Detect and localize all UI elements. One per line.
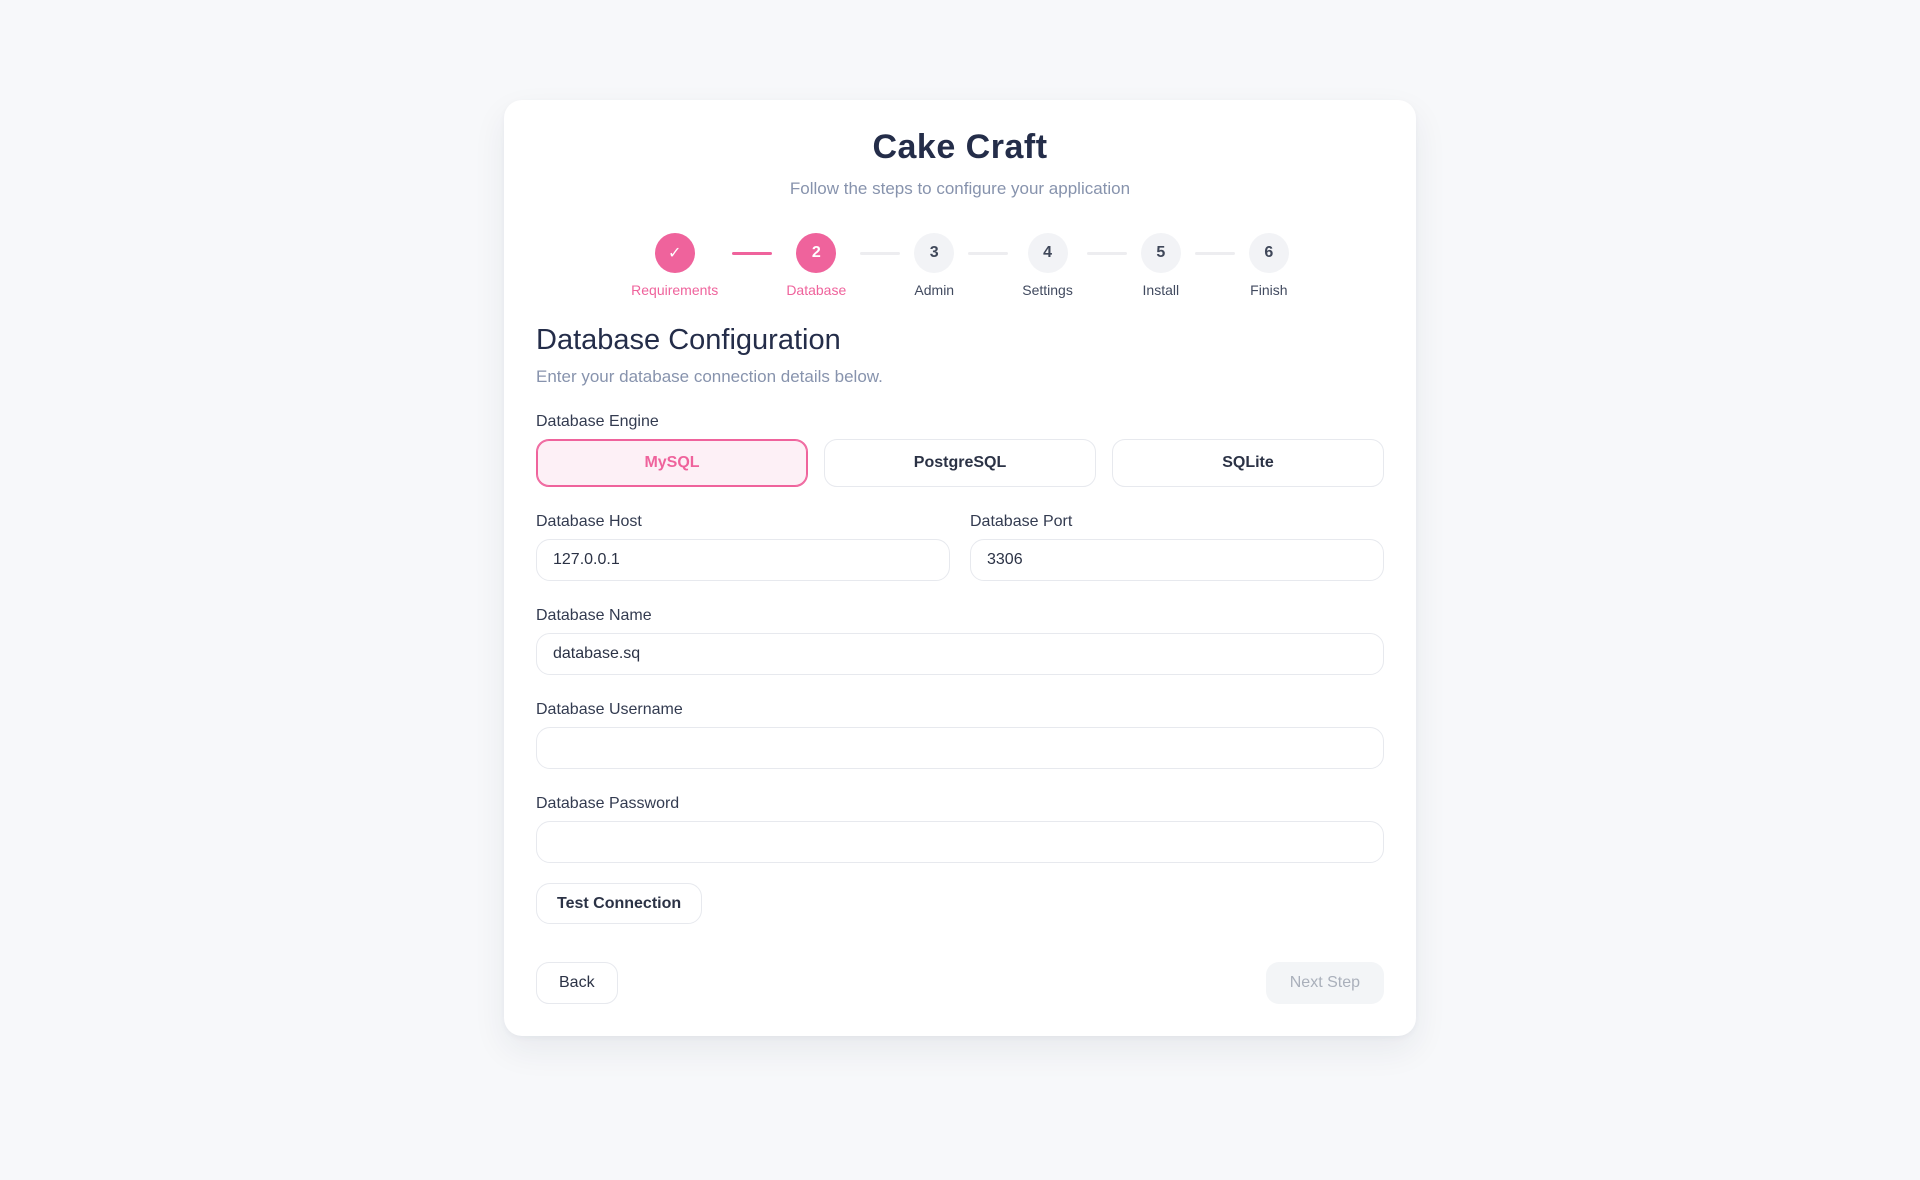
step-label: Install (1142, 282, 1180, 298)
step-label: Admin (914, 282, 955, 298)
stepper: ✓ Requirements 2 Database 3 Admin 4 Sett… (536, 233, 1384, 298)
step-label: Database (786, 282, 847, 298)
step-database[interactable]: 2 Database (786, 233, 846, 298)
engine-options: MySQL PostgreSQL SQLite (536, 439, 1384, 487)
database-username-input[interactable] (536, 727, 1384, 769)
step-circle: 4 (1027, 233, 1068, 273)
step-connector (1086, 252, 1127, 255)
check-icon: ✓ (668, 245, 682, 262)
section-title: Database Configuration (536, 324, 841, 356)
step-circle: 3 (914, 233, 955, 273)
engine-sqlite-button[interactable]: SQLite (1112, 439, 1384, 487)
app-title: Cake Craft (872, 128, 1048, 166)
step-connector (860, 252, 901, 255)
database-password-field: Database Password (536, 795, 1384, 863)
test-connection-button[interactable]: Test Connection (536, 883, 703, 924)
database-port-label: Database Port (970, 513, 1073, 530)
setup-wizard-card: Cake Craft Follow the steps to configure… (504, 100, 1416, 1036)
database-name-label: Database Name (536, 607, 652, 624)
wizard-footer: Back Next Step (536, 962, 1384, 1004)
database-name-input[interactable] (536, 633, 1384, 675)
database-engine-field: Database Engine MySQL PostgreSQL SQLite (536, 413, 1384, 487)
database-host-field: Database Host (536, 513, 950, 581)
step-install[interactable]: 5 Install (1140, 233, 1181, 298)
step-settings[interactable]: 4 Settings (1022, 233, 1073, 298)
database-password-input[interactable] (536, 821, 1384, 863)
database-host-input[interactable] (536, 539, 950, 581)
step-connector (1194, 252, 1235, 255)
next-step-button[interactable]: Next Step (1265, 962, 1384, 1004)
step-finish[interactable]: 6 Finish (1248, 233, 1289, 298)
engine-postgresql-button[interactable]: PostgreSQL (824, 439, 1096, 487)
step-connector-active (732, 252, 773, 255)
database-port-field: Database Port (970, 513, 1384, 581)
step-label: Settings (1022, 282, 1073, 298)
step-connector (968, 252, 1009, 255)
step-circle-complete: ✓ (654, 233, 695, 273)
app-subtitle: Follow the steps to configure your appli… (789, 179, 1131, 198)
section-subtitle: Enter your database connection details b… (536, 367, 883, 386)
database-username-field: Database Username (536, 701, 1384, 769)
database-engine-label: Database Engine (536, 413, 659, 430)
step-requirements[interactable]: ✓ Requirements (631, 233, 718, 298)
step-admin[interactable]: 3 Admin (914, 233, 955, 298)
database-name-field: Database Name (536, 607, 1384, 675)
back-button[interactable]: Back (536, 962, 618, 1004)
step-circle-active: 2 (796, 233, 837, 273)
step-circle: 6 (1248, 233, 1289, 273)
step-label: Finish (1250, 282, 1288, 298)
engine-mysql-button[interactable]: MySQL (536, 439, 808, 487)
database-username-label: Database Username (536, 701, 683, 718)
step-circle: 5 (1140, 233, 1181, 273)
database-host-label: Database Host (536, 513, 642, 530)
database-port-input[interactable] (970, 539, 1384, 581)
database-password-label: Database Password (536, 795, 680, 812)
step-label: Requirements (631, 282, 719, 298)
